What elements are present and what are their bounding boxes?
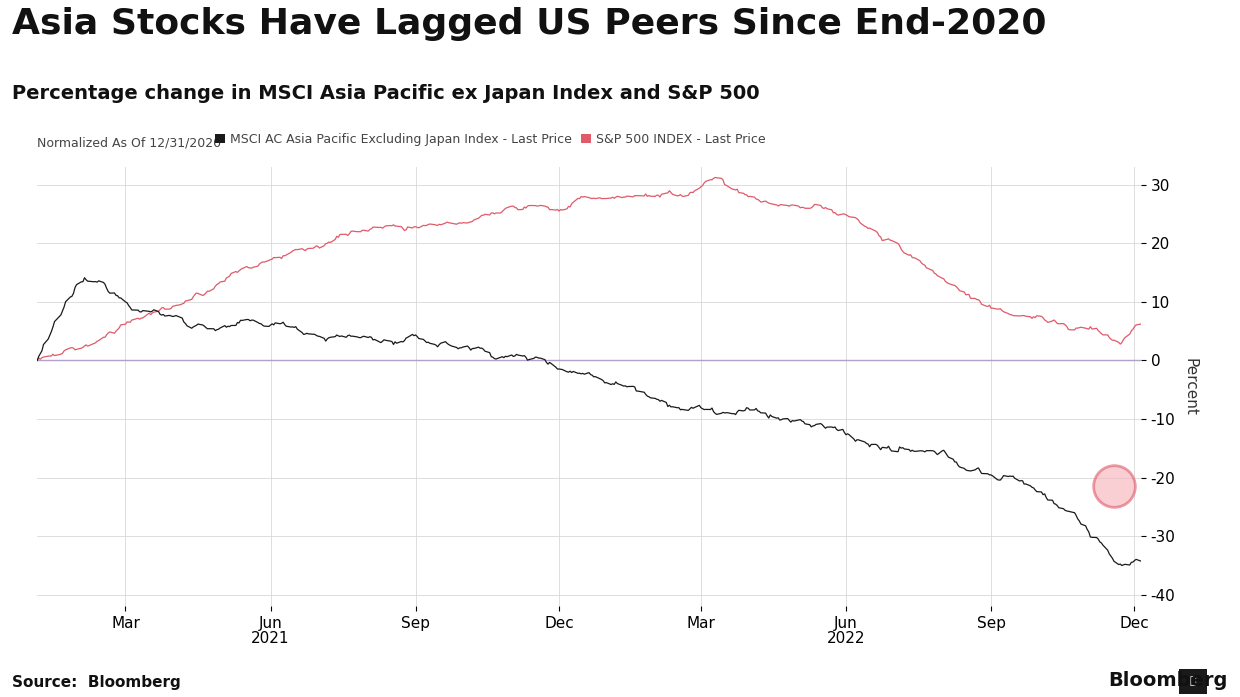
Text: Source:  Bloomberg: Source: Bloomberg [12, 675, 181, 690]
Text: 2022: 2022 [827, 631, 866, 645]
Text: Normalized As Of 12/31/2020: Normalized As Of 12/31/2020 [37, 137, 221, 150]
Text: Bloomberg: Bloomberg [1109, 671, 1228, 690]
Text: Percentage change in MSCI Asia Pacific ex Japan Index and S&P 500: Percentage change in MSCI Asia Pacific e… [12, 84, 760, 102]
Text: ⧉: ⧉ [1189, 676, 1197, 687]
Legend: MSCI AC Asia Pacific Excluding Japan Index - Last Price, S&P 500 INDEX - Last Pr: MSCI AC Asia Pacific Excluding Japan Ind… [215, 132, 766, 146]
Text: 2021: 2021 [252, 631, 290, 645]
Y-axis label: Percent: Percent [1183, 358, 1198, 416]
Text: Asia Stocks Have Lagged US Peers Since End-2020: Asia Stocks Have Lagged US Peers Since E… [12, 7, 1047, 41]
